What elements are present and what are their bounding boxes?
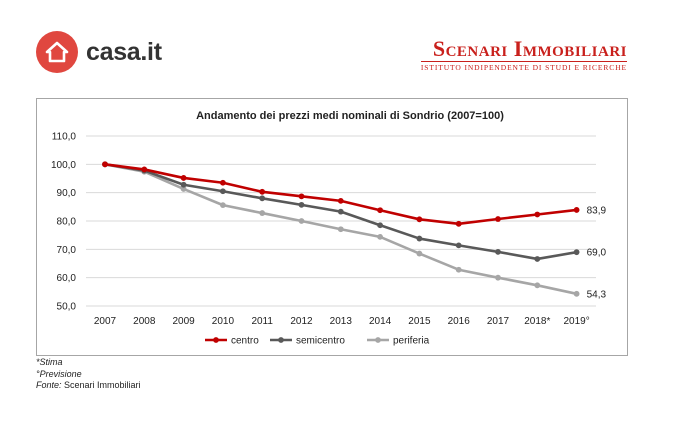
data-point-periferia	[495, 274, 501, 281]
data-point-centro	[573, 207, 580, 213]
data-label-periferia: 54,3	[587, 289, 607, 300]
house-icon	[36, 31, 78, 73]
legend-label-periferia: periferia	[393, 336, 430, 347]
logo-text: casa.it	[86, 37, 162, 66]
data-point-semicentro	[495, 248, 501, 255]
data-point-centro	[141, 166, 148, 173]
chart-title: Andamento dei prezzi medi nominali di So…	[196, 110, 504, 122]
data-point-centro	[455, 220, 462, 227]
note-fonte-value: Scenari Immobiliari	[64, 380, 141, 390]
data-point-semicentro	[220, 188, 226, 195]
x-tick-label: 2011	[251, 316, 273, 327]
y-tick-label: 100,0	[51, 160, 76, 171]
data-point-semicentro	[180, 181, 187, 188]
legend-marker-periferia	[375, 337, 381, 343]
data-point-periferia	[220, 202, 226, 209]
data-point-semicentro	[573, 249, 580, 256]
data-point-centro	[298, 193, 305, 200]
data-point-centro	[377, 207, 383, 214]
y-tick-label: 60,0	[57, 273, 77, 284]
data-point-semicentro	[455, 242, 462, 249]
series-line-centro	[104, 163, 577, 226]
x-tick-label: 2008	[133, 316, 156, 327]
data-point-centro	[495, 216, 501, 222]
data-point-semicentro	[337, 208, 344, 215]
legend-label-centro: centro	[231, 336, 259, 347]
data-point-centro	[534, 211, 541, 218]
x-tick-label: 2007	[94, 316, 117, 327]
note-previsione: °Previsione	[36, 368, 82, 379]
x-tick-label: 2019°	[563, 316, 589, 327]
x-tick-label: 2016	[448, 316, 471, 327]
partner-subtitle: ISTITUTO INDIPENDENTE DI STUDI E RICERCH…	[420, 61, 627, 72]
data-point-periferia	[416, 250, 423, 257]
data-point-periferia	[298, 218, 305, 224]
x-tick-label: 2010	[212, 316, 235, 327]
x-tick-label: 2015	[408, 316, 431, 327]
data-point-semicentro	[377, 222, 383, 229]
data-label-centro: 83,9	[587, 205, 607, 216]
data-point-periferia	[259, 210, 266, 216]
y-tick-label: 90,0	[57, 188, 77, 199]
data-point-periferia	[573, 290, 580, 297]
y-tick-label: 50,0	[57, 302, 77, 313]
data-point-centro	[416, 216, 423, 223]
data-label-semicentro: 69,0	[587, 248, 607, 259]
x-tick-label: 2012	[290, 316, 313, 327]
footnotes: *Stima °Previsione Fonte: Scenari Immobi…	[36, 357, 141, 392]
note-stima: *Stima	[36, 357, 63, 367]
data-point-periferia	[337, 226, 344, 233]
data-point-semicentro	[298, 201, 305, 208]
note-fonte-label: Fonte:	[36, 380, 62, 390]
data-point-periferia	[534, 282, 541, 289]
x-tick-label: 2013	[330, 316, 353, 327]
data-point-semicentro	[259, 195, 266, 202]
x-tick-label: 2009	[172, 316, 195, 327]
data-point-centro	[259, 188, 266, 195]
legend-marker-semicentro	[278, 337, 284, 343]
y-tick-label: 80,0	[57, 217, 77, 228]
data-point-semicentro	[534, 256, 541, 262]
casa-it-logo: casa.it	[36, 31, 162, 73]
data-point-centro	[180, 175, 187, 181]
data-point-centro	[102, 161, 108, 168]
x-tick-label: 2017	[487, 316, 510, 327]
data-point-centro	[220, 179, 226, 186]
legend-label-semicentro: semicentro	[296, 336, 345, 347]
x-tick-label: 2018*	[524, 316, 550, 327]
data-point-centro	[337, 197, 344, 204]
data-point-semicentro	[416, 235, 423, 242]
legend-marker-centro	[213, 337, 219, 343]
scenari-immobiliari-logo: Scenari Immobiliari ISTITUTO INDIPENDENT…	[420, 36, 627, 72]
x-tick-label: 2014	[369, 316, 392, 327]
data-point-periferia	[180, 186, 187, 192]
chart-frame	[36, 98, 628, 356]
data-point-periferia	[455, 266, 462, 273]
y-tick-label: 110,0	[52, 132, 77, 143]
y-tick-label: 70,0	[57, 245, 77, 256]
data-point-periferia	[377, 233, 383, 240]
partner-title: Scenari Immobiliari	[432, 36, 627, 61]
